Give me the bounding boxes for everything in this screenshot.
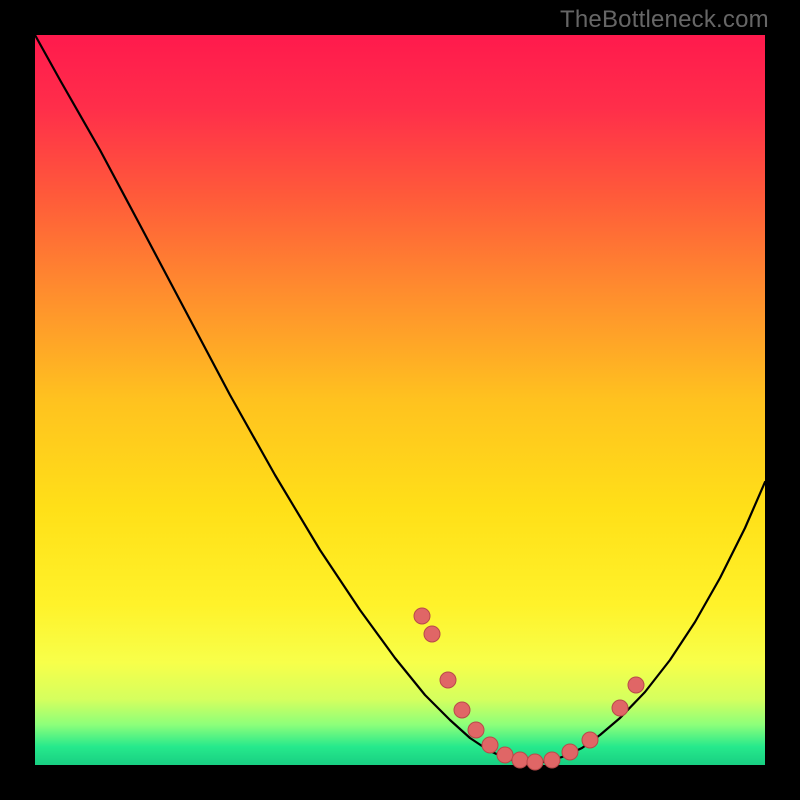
curve-marker <box>544 752 560 768</box>
curve-marker <box>628 677 644 693</box>
curve-marker <box>468 722 484 738</box>
curve-marker <box>512 752 528 768</box>
curve-marker <box>612 700 628 716</box>
curve-marker <box>527 754 543 770</box>
watermark-text: TheBottleneck.com <box>560 6 769 34</box>
curve-markers <box>414 608 644 770</box>
curve-marker <box>497 747 513 763</box>
curve-marker <box>562 744 578 760</box>
curve-marker <box>414 608 430 624</box>
curve-marker <box>454 702 470 718</box>
curve-marker <box>582 732 598 748</box>
overlay-svg <box>0 0 800 800</box>
curve-marker <box>482 737 498 753</box>
bottleneck-curve <box>35 35 765 763</box>
curve-marker <box>440 672 456 688</box>
curve-marker <box>424 626 440 642</box>
